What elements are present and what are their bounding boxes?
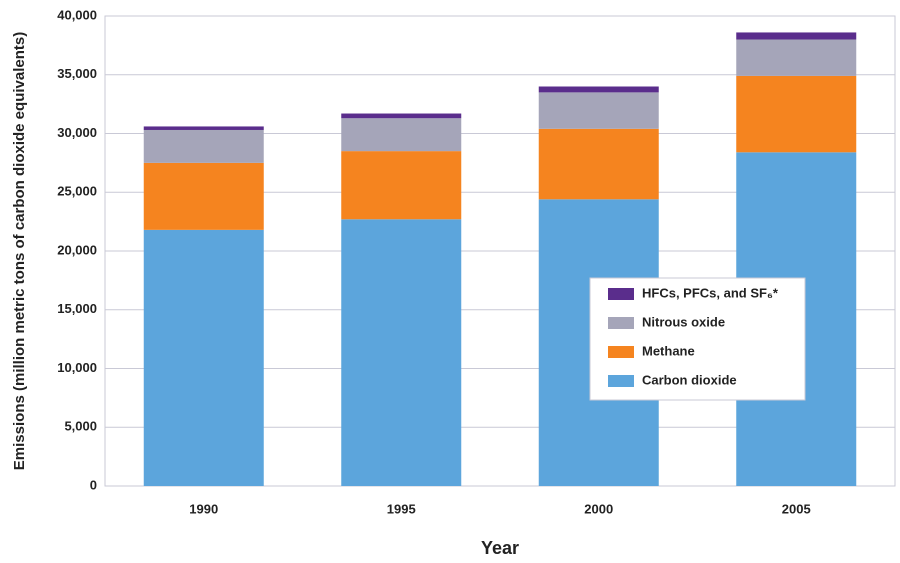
y-tick-label: 15,000 (57, 301, 97, 316)
bar-segment (143, 229, 264, 486)
y-tick-label: 30,000 (57, 125, 97, 140)
y-tick-label: 10,000 (57, 360, 97, 375)
y-tick-label: 5,000 (64, 419, 97, 434)
legend-swatch (608, 375, 634, 387)
legend-label: HFCs, PFCs, and SF₆* (642, 285, 779, 300)
y-tick-label: 40,000 (57, 7, 97, 22)
y-tick-label: 20,000 (57, 242, 97, 257)
legend-label: Nitrous oxide (642, 314, 725, 329)
x-tick-label: 2000 (584, 501, 613, 516)
bar-segment (341, 219, 462, 486)
bar-segment (736, 75, 857, 153)
y-tick-label: 25,000 (57, 184, 97, 199)
bar-segment (143, 162, 264, 230)
legend-swatch (608, 317, 634, 329)
x-axis-title: Year (481, 538, 519, 558)
y-axis-title: Emissions (million metric tons of carbon… (11, 32, 28, 470)
bar-segment (736, 39, 857, 76)
x-tick-label: 1995 (387, 501, 416, 516)
y-tick-label: 35,000 (57, 66, 97, 81)
x-tick-label: 2005 (782, 501, 811, 516)
legend-label: Carbon dioxide (642, 372, 737, 387)
bar-segment (538, 128, 659, 200)
x-tick-label: 1990 (189, 501, 218, 516)
bar-segment (143, 126, 264, 130)
bar-segment (143, 129, 264, 163)
legend-label: Methane (642, 343, 695, 358)
legend-swatch (608, 346, 634, 358)
bar-segment (736, 32, 857, 40)
legend-swatch (608, 288, 634, 300)
bar-segment (341, 118, 462, 152)
bar-segment (341, 151, 462, 220)
bar-segment (538, 92, 659, 129)
bar-segment (538, 86, 659, 93)
bar-segment (341, 113, 462, 119)
y-tick-label: 0 (90, 477, 97, 492)
